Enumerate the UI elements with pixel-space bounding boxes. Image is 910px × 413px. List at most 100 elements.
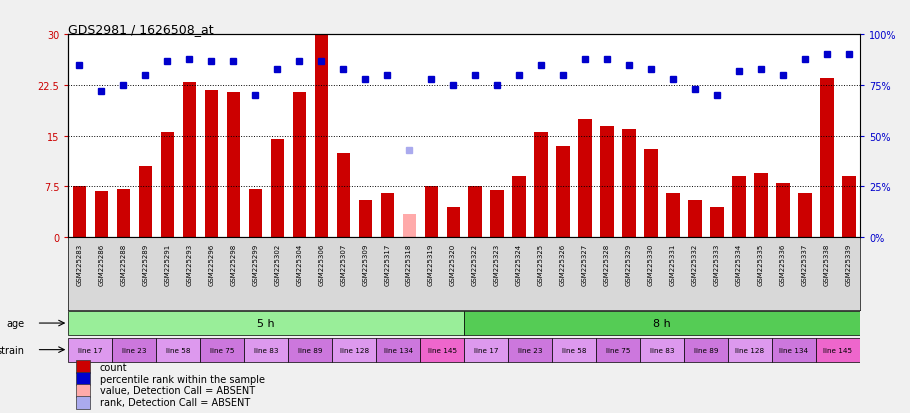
Bar [596, 338, 640, 362]
Text: 5 h: 5 h [258, 318, 275, 328]
Text: 8 h: 8 h [653, 318, 671, 328]
Bar [733, 177, 745, 237]
Text: GSM225317: GSM225317 [384, 243, 390, 286]
Bar [76, 372, 90, 385]
Text: GSM225336: GSM225336 [780, 243, 786, 286]
Bar [157, 338, 200, 362]
Text: GSM225334: GSM225334 [736, 243, 742, 286]
Text: GSM225337: GSM225337 [802, 243, 808, 286]
Bar [95, 192, 108, 237]
Text: line 75: line 75 [210, 347, 235, 353]
Text: GSM225339: GSM225339 [846, 243, 852, 286]
Bar [376, 338, 420, 362]
Text: line 145: line 145 [824, 347, 853, 353]
Bar [380, 194, 394, 237]
Text: GSM225283: GSM225283 [76, 243, 82, 286]
Text: count: count [100, 362, 127, 372]
Bar [248, 189, 262, 237]
Text: GSM225325: GSM225325 [538, 243, 544, 285]
Bar [288, 338, 332, 362]
Text: GSM225299: GSM225299 [252, 243, 258, 286]
Bar [601, 126, 613, 237]
Bar [138, 167, 152, 237]
Text: percentile rank within the sample: percentile rank within the sample [100, 374, 265, 384]
Text: GSM225323: GSM225323 [494, 243, 501, 286]
Bar [315, 35, 328, 237]
Bar [711, 207, 723, 237]
Bar [337, 153, 349, 237]
Text: GDS2981 / 1626508_at: GDS2981 / 1626508_at [68, 23, 214, 36]
Bar [464, 338, 508, 362]
Text: line 128: line 128 [735, 347, 764, 353]
Text: line 23: line 23 [122, 347, 147, 353]
Bar [490, 190, 504, 237]
Bar [684, 338, 728, 362]
Bar [205, 90, 217, 237]
Text: line 89: line 89 [298, 347, 322, 353]
Bar [76, 360, 90, 373]
Bar [420, 338, 464, 362]
Text: rank, Detection Call = ABSENT: rank, Detection Call = ABSENT [100, 397, 250, 408]
Text: GSM225338: GSM225338 [824, 243, 830, 286]
Text: GSM225306: GSM225306 [318, 243, 324, 286]
Text: GSM225330: GSM225330 [648, 243, 654, 286]
Text: GSM225324: GSM225324 [516, 243, 522, 285]
Bar [508, 338, 552, 362]
Bar [843, 177, 855, 237]
Bar [161, 133, 174, 237]
Bar [424, 187, 438, 237]
Text: GSM225322: GSM225322 [472, 243, 478, 285]
Bar [556, 147, 570, 237]
Text: strain: strain [0, 345, 25, 355]
Bar [469, 187, 481, 237]
Bar [227, 93, 239, 237]
Text: GSM225309: GSM225309 [362, 243, 369, 286]
Bar [359, 201, 371, 237]
Text: line 145: line 145 [428, 347, 457, 353]
Text: line 75: line 75 [606, 347, 631, 353]
Text: GSM225291: GSM225291 [164, 243, 170, 286]
Text: line 83: line 83 [254, 347, 278, 353]
Text: GSM225296: GSM225296 [208, 243, 214, 286]
Text: GSM225328: GSM225328 [604, 243, 610, 286]
Bar [666, 194, 680, 237]
Text: GSM225335: GSM225335 [758, 243, 764, 286]
Bar [512, 177, 526, 237]
Text: GSM225298: GSM225298 [230, 243, 237, 286]
Bar [464, 311, 860, 335]
Text: line 23: line 23 [518, 347, 542, 353]
Bar [640, 338, 684, 362]
Text: line 83: line 83 [650, 347, 674, 353]
Bar [772, 338, 816, 362]
Bar [644, 150, 658, 237]
Bar [579, 119, 592, 237]
Text: GSM225302: GSM225302 [274, 243, 280, 286]
Text: GSM225319: GSM225319 [428, 243, 434, 286]
Bar [68, 338, 112, 362]
Bar [534, 133, 548, 237]
Text: GSM225326: GSM225326 [560, 243, 566, 286]
Text: GSM225320: GSM225320 [450, 243, 456, 286]
Text: GSM225318: GSM225318 [406, 243, 412, 286]
Bar [112, 338, 157, 362]
Bar [816, 338, 860, 362]
Text: GSM225293: GSM225293 [187, 243, 192, 286]
Text: line 128: line 128 [339, 347, 369, 353]
Text: value, Detection Call = ABSENT: value, Detection Call = ABSENT [100, 386, 255, 396]
Text: line 17: line 17 [474, 347, 499, 353]
Text: GSM225329: GSM225329 [626, 243, 632, 286]
Bar [402, 214, 416, 237]
Bar [447, 207, 460, 237]
Bar [754, 173, 767, 237]
Text: GSM225289: GSM225289 [142, 243, 148, 286]
Bar [183, 82, 196, 237]
Bar [76, 396, 90, 409]
Bar [292, 93, 306, 237]
Text: line 134: line 134 [383, 347, 413, 353]
Bar [688, 201, 702, 237]
Text: line 134: line 134 [779, 347, 809, 353]
Bar [76, 384, 90, 397]
Text: GSM225327: GSM225327 [582, 243, 588, 286]
Bar [552, 338, 596, 362]
Bar [270, 140, 284, 237]
